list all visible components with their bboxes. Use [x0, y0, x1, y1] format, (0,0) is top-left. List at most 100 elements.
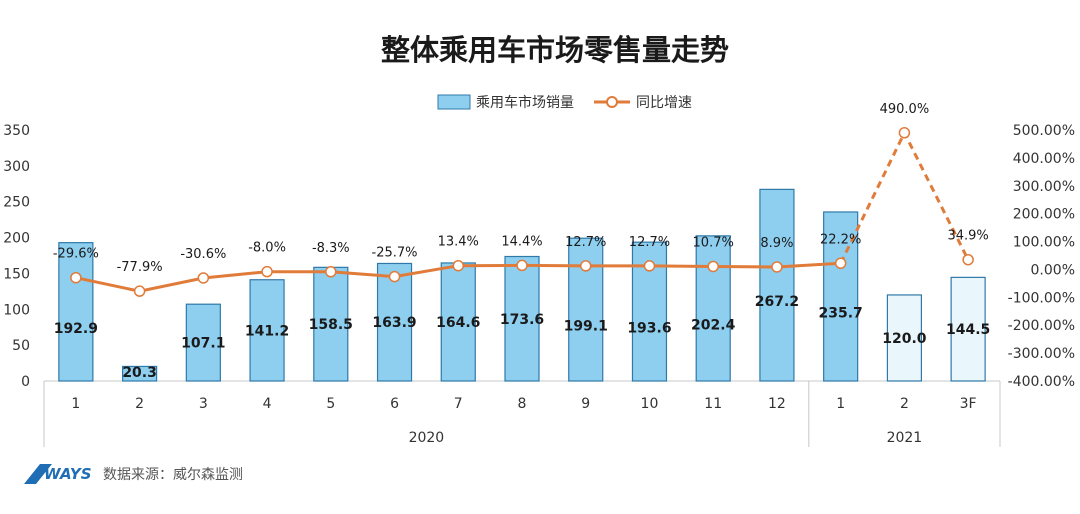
- growth-value-label: 14.4%: [501, 234, 542, 249]
- x-tick-label: 11: [704, 396, 722, 412]
- bar-value-label: 120.0: [882, 331, 927, 347]
- source-label: 数据来源：威尔森监测: [103, 467, 243, 483]
- bar-value-label: 20.3: [122, 365, 157, 381]
- growth-value-label: 8.9%: [760, 236, 793, 251]
- bar: [759, 188, 795, 382]
- bar-value-label: 144.5: [946, 322, 990, 338]
- bar: [313, 266, 349, 382]
- bar: [121, 365, 158, 382]
- growth-value-label: 490.0%: [880, 102, 930, 117]
- legend: 乘用车市场销量 同比增速: [437, 94, 692, 111]
- growth-value-label: -30.6%: [180, 247, 226, 262]
- x-tick-label: 10: [641, 396, 659, 412]
- bar-value-label: 193.6: [627, 321, 671, 337]
- bar: [504, 255, 540, 382]
- bar: [440, 262, 476, 382]
- bar: [185, 303, 221, 382]
- y-right-tick: -400.00%: [1008, 374, 1075, 390]
- y-right-tick: 0.00%: [1031, 262, 1075, 278]
- y-right-tick: -100.00%: [1008, 290, 1075, 306]
- bar: [58, 242, 94, 382]
- growth-point: [834, 257, 847, 270]
- growth-point: [133, 285, 146, 297]
- y-right-tick: 100.00%: [1013, 235, 1075, 251]
- y-left-tick: 0: [21, 374, 30, 390]
- source-footer: WAYS 数据来源：威尔森监测: [24, 464, 243, 484]
- y-left-tick: 300: [3, 159, 30, 175]
- legend-bar-label: 乘用车市场销量: [476, 94, 574, 111]
- y-right-tick: 200.00%: [1013, 207, 1075, 223]
- y-right-tick: -200.00%: [1008, 318, 1075, 334]
- ways-logo-icon: [24, 464, 52, 484]
- y-left-tick: 100: [3, 302, 30, 318]
- growth-value-label: -8.0%: [248, 241, 286, 256]
- bar-value-label: 235.7: [819, 305, 863, 321]
- y-left-tick: 350: [3, 123, 30, 139]
- growth-point: [452, 259, 465, 272]
- growth-point: [388, 270, 401, 283]
- bar-value-label: 202.4: [691, 317, 736, 333]
- bar-value-label: 267.2: [755, 294, 799, 310]
- bar: [950, 276, 986, 382]
- group-label: 2020: [409, 430, 445, 446]
- y-left-tick: 250: [3, 195, 30, 211]
- legend-bar-swatch: [437, 94, 471, 110]
- growth-point: [962, 253, 974, 266]
- x-tick-label: 6: [390, 396, 399, 412]
- x-tick-label: 1: [71, 396, 80, 412]
- growth-value-label: -25.7%: [372, 246, 418, 261]
- group-label: 2021: [887, 430, 923, 446]
- growth-point: [707, 260, 719, 273]
- x-tick-label: 1: [836, 396, 845, 412]
- growth-value-label: -8.3%: [312, 241, 350, 256]
- bar-value-label: 173.6: [500, 312, 544, 328]
- legend-line-marker: [606, 96, 618, 108]
- growth-value-label: 12.7%: [565, 235, 606, 250]
- growth-point: [898, 127, 911, 139]
- x-tick-label: 5: [326, 396, 335, 412]
- growth-point: [70, 271, 82, 284]
- growth-value-label: 22.2%: [820, 232, 861, 247]
- x-tick-label: 7: [454, 396, 463, 412]
- growth-value-label: 13.4%: [438, 235, 479, 250]
- x-tick-label: 12: [768, 396, 786, 412]
- logo-text: WAYS: [44, 465, 92, 483]
- growth-value-label: -77.9%: [117, 260, 163, 275]
- growth-point: [579, 260, 592, 272]
- growth-value-label: -29.6%: [53, 247, 99, 262]
- bar-value-label: 164.6: [436, 315, 480, 331]
- bar: [695, 235, 731, 382]
- bar: [249, 279, 285, 382]
- x-tick-label: 3F: [960, 396, 977, 412]
- growth-value-label: 12.7%: [629, 235, 670, 250]
- x-tick-label: 2: [135, 396, 144, 412]
- growth-point: [516, 259, 528, 272]
- legend-line-label: 同比增速: [636, 95, 692, 111]
- data-labels: 192.9 20.3 107.1 141.2 158.5 163.9 164.6 173.6 1…: [53, 102, 990, 381]
- x-tick-label: 4: [263, 396, 272, 412]
- chart-title: 整体乘用车市场零售量走势: [381, 33, 729, 67]
- bar-value-label: 107.1: [181, 336, 225, 352]
- line-series: [70, 127, 974, 297]
- y-left-tick: 200: [3, 231, 30, 247]
- y-left-tick: 150: [3, 266, 30, 282]
- bar: [568, 237, 604, 382]
- bar-series: [58, 188, 986, 382]
- y-right-tick: 500.00%: [1013, 123, 1075, 139]
- growth-point: [771, 261, 783, 273]
- growth-point: [197, 272, 210, 284]
- growth-point: [643, 260, 656, 272]
- bar: [376, 262, 413, 382]
- bar-value-label: 163.9: [372, 315, 416, 331]
- bar-value-label: 192.9: [54, 321, 98, 337]
- bar: [886, 294, 923, 382]
- y-right-tick: 300.00%: [1013, 179, 1075, 195]
- bar-value-label: 141.2: [245, 323, 289, 339]
- x-tick-label: 3: [199, 396, 208, 412]
- bar-value-label: 158.5: [309, 317, 353, 333]
- y-right-tick: -300.00%: [1008, 346, 1075, 362]
- growth-value-label: 10.7%: [693, 235, 734, 250]
- x-tick-label: 2: [900, 396, 909, 412]
- growth-value-label: 34.9%: [947, 229, 988, 244]
